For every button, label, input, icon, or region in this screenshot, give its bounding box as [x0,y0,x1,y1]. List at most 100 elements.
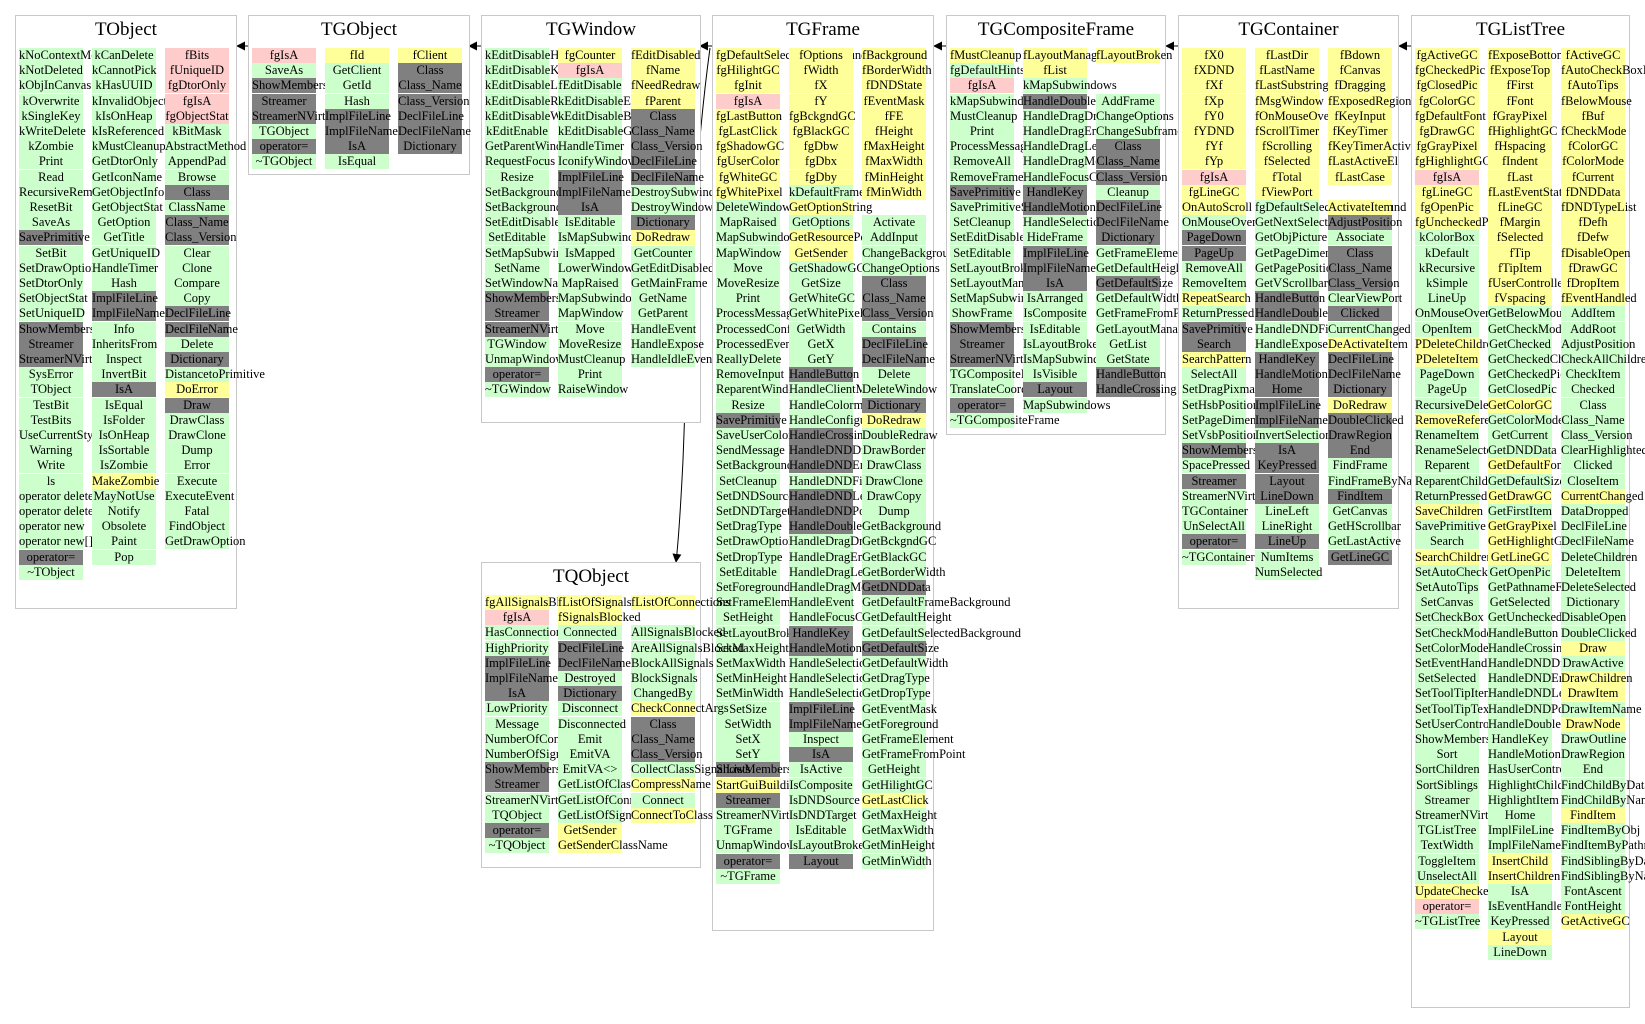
member-findent: fIndent [1488,154,1552,170]
member-saveprimitive: SavePrimitive [716,412,787,428]
class-title: TGObject [321,19,397,40]
member-getuncheckedpic: GetUncheckedPic [1488,610,1579,626]
member-getlinegc: GetLineGC [1328,549,1392,565]
member-copy: Copy [165,291,229,307]
member-showframe: ShowFrame [950,306,1014,322]
member-geteventmask: GetEventMask [862,701,937,717]
member-appendpad: AppendPad [165,154,229,170]
member-getdroptype: GetDropType [862,686,931,702]
member-fdnddata: fDNDData [1561,184,1625,200]
member-returnpressed: ReturnPressed [1415,488,1488,504]
member-recursiveremove: RecursiveRemove [19,184,111,200]
member-getblackgc: GetBlackGC [862,549,927,565]
member-deletechildren: DeleteChildren [1561,549,1638,565]
member-translatecoordinates: TranslateCoordinates [950,382,1057,398]
member-setbit: SetBit [19,245,83,261]
member-pagedown: PageDown [1182,230,1246,246]
member-fminheight: fMinHeight [862,169,926,185]
member-deleteselected: DeleteSelected [1561,580,1636,595]
member-fgisa: fgIsA [485,610,549,626]
member-islayoutbroken: IsLayoutBroken [789,838,871,854]
member-showmembers: ShowMembers [252,78,328,94]
member-fggraypixel: fgGrayPixel [1415,139,1479,155]
member-distancetoprimitive: DistancetoPrimitive [165,367,265,383]
member-handleselection: HandleSelection [1023,215,1106,231]
member-spacepressed: SpacePressed [1182,458,1251,474]
member-class-version: Class_Version [1096,169,1168,185]
member-fdropitem: fDropItem [1561,276,1625,291]
member-pop: Pop [92,549,156,565]
member-setforegroundcolor: SetForegroundColor [716,580,819,595]
member-datadropped: DataDropped [1561,504,1629,519]
member-tgframe: TGFrame [716,823,780,839]
member-ffont: fFont [1488,93,1552,109]
member-implfilename: ImplFileName [789,716,862,732]
member-getobjectstat: GetObjectStat [92,200,163,215]
member-getminheight: GetMinHeight [862,838,935,854]
member-operator: operator= [485,823,549,838]
member-getlistofclasssignals: GetListOfClassSignals [558,777,673,793]
member-findsiblingbydata: FindSiblingByData [1561,853,1645,869]
member-getdefaultsize: GetDefaultSize [1096,276,1174,291]
member-streamernvirtual: StreamerNVirtual [1415,808,1504,823]
member-fxp: fXp [1182,93,1246,109]
member-setlayoutbroken: SetLayoutBroken [716,625,805,641]
member-iconifywindow: IconifyWindow [558,154,637,170]
member-class-version: Class_Version [398,93,470,109]
member-handleexpose: HandleExpose [1255,336,1328,352]
member-getframefrompoint: GetFrameFromPoint [1096,306,1200,322]
member-kdefault: kDefault [1415,245,1479,261]
member-drawclone: DrawClone [862,473,926,489]
member-getdnddata: GetDNDData [1488,443,1557,459]
member-keditdisablelayout: kEditDisableLayout [485,78,586,94]
member-flasteventstate: fLastEventState [1488,184,1568,200]
member-currentchanged: CurrentChanged [1328,321,1411,337]
member-clicked: Clicked [1561,458,1625,474]
member-kmapsubwindows: kMapSubwindows [950,93,1044,109]
member-handlefocuschange: HandleFocusChange [789,610,894,626]
member-setdragtype: SetDragType [716,519,782,535]
member-implfileline: ImplFileLine [1023,245,1089,261]
member-class: Class [1561,397,1625,413]
member-fgisa: fgIsA [716,93,780,109]
member-unselectall: UnSelectAll [1182,519,1246,535]
member-fx: fX [789,78,853,94]
member-keditdisableresize: kEditDisableResize [485,93,584,109]
member-getcolorgc: GetColorGC [1488,397,1552,413]
member-setbackgroundcolor: SetBackgroundColor [485,184,591,200]
member-getstate: GetState [1096,352,1160,367]
member-funiqueid: fUniqueID [165,63,229,79]
class-title: TGWindow [546,19,636,40]
member-flastcase: fLastCase [1328,169,1392,185]
member-layout: Layout [1488,929,1552,945]
member-activate: Activate [862,215,926,231]
member-setwindowname: SetWindowName [485,276,574,291]
member-fgclosedpic: fgClosedPic [1415,78,1479,94]
member-isonheap: IsOnHeap [92,428,156,443]
member-getgraypixel: GetGrayPixel [1488,519,1557,535]
member-fy: fY [789,93,853,109]
member-kinvalidobject: kInvalidObject [92,93,167,109]
member-isa: IsA [1488,884,1552,899]
member-home: Home [1255,382,1319,398]
member-unselectall: UnselectAll [1415,868,1479,884]
member-highlightitem: HighlightItem [1488,792,1559,808]
member-mapwindow: MapWindow [716,245,782,261]
member-class-version: Class_Version [1328,276,1400,291]
member-ismapped: IsMapped [558,245,622,261]
member-setmapsubwindows: SetMapSubwindows [950,291,1054,307]
class-title: TQObject [553,566,629,587]
member-closeitem: CloseItem [1561,473,1625,489]
member-additem: AddItem [1561,306,1625,322]
member-dictionary: Dictionary [631,215,695,231]
member-getdefaultwidth: GetDefaultWidth [862,656,949,671]
member-draw: Draw [165,397,229,413]
member-issortable: IsSortable [92,443,156,459]
member-handledndfinished: HandleDNDFinished [1255,321,1362,337]
member-getpathnamefromitem: GetPathnameFromItem [1488,580,1606,595]
member-class: Class [398,63,462,79]
member-declfileline: DeclFileLine [558,640,624,656]
member-moveresize: MoveResize [716,276,780,291]
member-move: Move [716,260,780,276]
member-fgisa: fgIsA [165,93,229,109]
